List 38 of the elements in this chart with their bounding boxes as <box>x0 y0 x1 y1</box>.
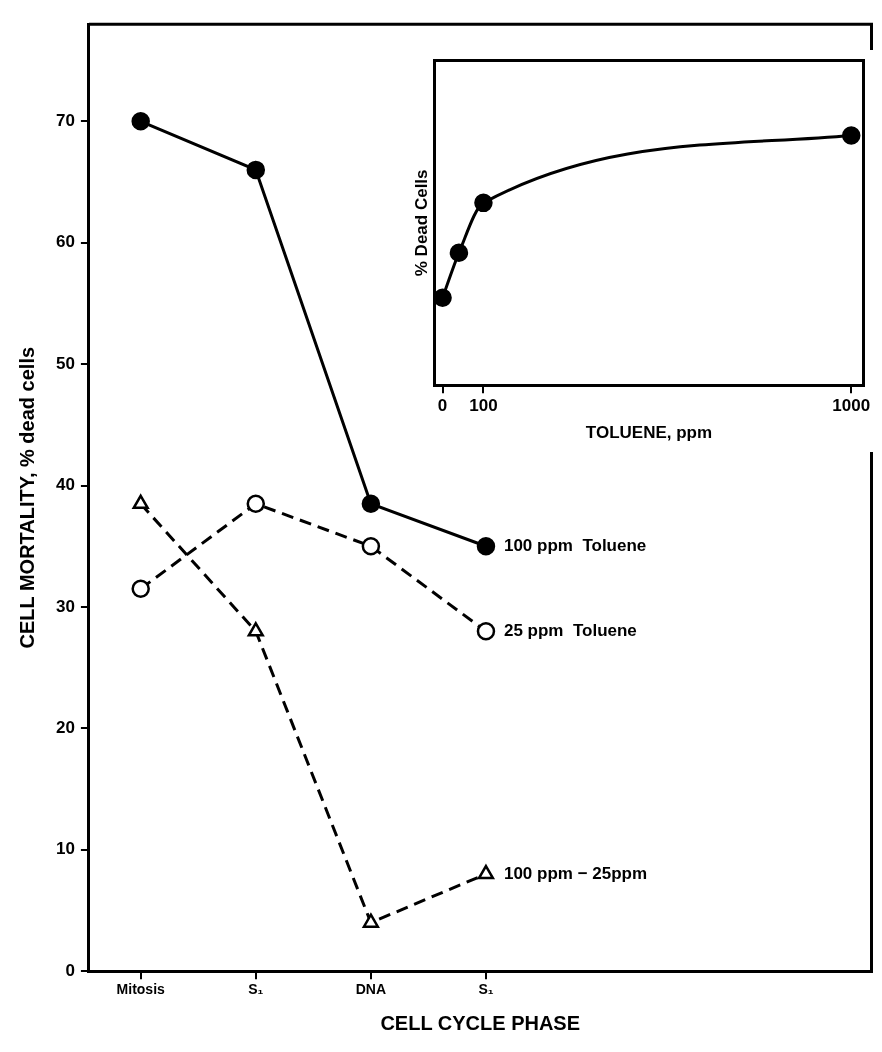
x-tick-label: Mitosis <box>116 981 166 998</box>
point <box>246 160 266 180</box>
series-label: 100 ppm Toluene <box>503 535 647 555</box>
point <box>476 537 496 556</box>
point <box>841 126 861 145</box>
point <box>362 913 380 928</box>
y-tick-label: 30 <box>55 596 75 616</box>
y-tick-label: 60 <box>55 232 75 252</box>
x-axis-title: TOLUENE, ppm <box>585 423 713 443</box>
point <box>434 288 452 308</box>
point <box>131 579 150 599</box>
series-label: 100 ppm − 25ppm <box>503 863 648 883</box>
x-tick-label: S₁ <box>248 981 264 998</box>
y-tick-label: 50 <box>55 353 75 373</box>
x-tick-label: 100 <box>469 396 498 416</box>
point <box>361 494 381 514</box>
point <box>246 494 266 514</box>
y-tick-label: 0 <box>65 960 75 980</box>
y-axis-title: CELL MORTALITY, % dead cells <box>15 346 38 649</box>
x-axis-title: CELL CYCLE PHASE <box>380 1011 581 1034</box>
point <box>476 622 496 641</box>
x-tick-label: DNA <box>355 981 387 998</box>
y-tick-label: 70 <box>55 111 75 131</box>
point <box>477 864 495 880</box>
y-tick-label: 10 <box>55 839 75 859</box>
y-tick-label: 40 <box>55 475 75 495</box>
point <box>449 243 469 263</box>
series-label: 25 ppm Toluene <box>503 620 637 640</box>
point <box>474 193 493 213</box>
point <box>361 537 381 556</box>
x-tick-label: 1000 <box>832 396 871 416</box>
x-tick-label: S₁ <box>478 981 494 998</box>
point <box>247 622 264 637</box>
point <box>131 112 150 131</box>
point <box>132 494 149 510</box>
y-tick-label: 20 <box>55 718 75 738</box>
x-tick-label: 0 <box>437 396 448 416</box>
y-axis-title: % Dead Cells <box>411 169 431 277</box>
